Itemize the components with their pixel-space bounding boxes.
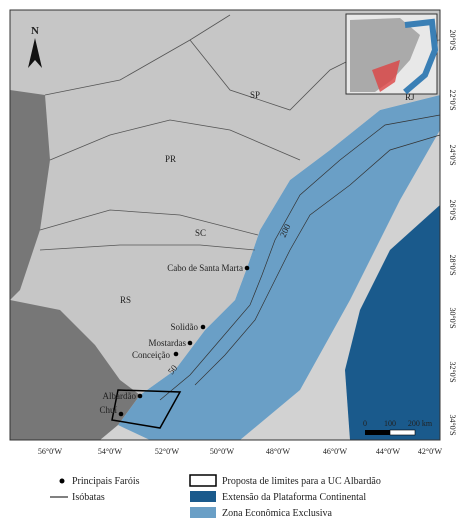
lighthouse xyxy=(137,393,143,399)
extended-shelf xyxy=(345,205,440,440)
longitude-label: 42°0'W xyxy=(418,447,443,456)
longitude-label: 52°0'W xyxy=(155,447,180,456)
legend-label: Principais Faróis xyxy=(72,476,140,487)
scale-label: 200 km xyxy=(408,419,433,428)
scale-label: 0 xyxy=(363,419,367,428)
legend-label: Isóbatas xyxy=(72,492,105,503)
latitude-label: 22°0'S xyxy=(448,89,457,110)
place-label: Mostardas xyxy=(149,338,187,348)
legend: Principais Faróis Isóbatas Proposta de l… xyxy=(50,474,381,519)
state-border xyxy=(39,244,256,251)
legend-label: Extensão da Plataforma Continental xyxy=(222,492,366,503)
inset-eez xyxy=(403,18,439,95)
legend-symbol xyxy=(190,491,216,502)
state-border xyxy=(39,209,259,236)
latitude-label: 34°0'S xyxy=(448,414,457,435)
legend-label: Proposta de limites para a UC Albardão xyxy=(222,476,381,487)
scale-segment xyxy=(365,430,390,435)
north-arrow-shape xyxy=(28,38,42,68)
legend-symbol xyxy=(190,507,216,518)
state-border xyxy=(49,119,301,161)
scale-label: 100 xyxy=(384,419,396,428)
legend-symbol xyxy=(59,478,65,484)
latitude-label: 28°0'S xyxy=(448,254,457,275)
state-border xyxy=(44,14,231,96)
latitude-label: 20°0'S xyxy=(448,29,457,50)
lighthouse xyxy=(244,265,250,271)
north-arrow: N xyxy=(28,25,42,68)
eez xyxy=(118,95,440,440)
state-label: SC xyxy=(195,228,206,238)
latitude-label: 32°0'S xyxy=(448,361,457,382)
neighbor-countries xyxy=(10,90,50,300)
longitude-label: 50°0'W xyxy=(210,447,235,456)
state-label: RS xyxy=(120,295,131,305)
longitude-label: 56°0'W xyxy=(38,447,63,456)
lighthouse xyxy=(118,411,124,417)
place-label: Albardão xyxy=(103,391,137,401)
lighthouse xyxy=(187,340,193,346)
scale-bar: 0 100 200 km xyxy=(363,419,433,436)
isobath-50 xyxy=(159,114,441,401)
latitude-label: 24°0'S xyxy=(448,144,457,165)
map-frame xyxy=(9,9,441,441)
uc-albardao-boundary xyxy=(111,389,182,429)
place-label: Cabo de Santa Marta xyxy=(167,263,243,273)
latitude-label: 30°0'S xyxy=(448,307,457,328)
inset-land xyxy=(350,18,420,92)
scale-segment xyxy=(389,429,416,436)
legend-symbol xyxy=(189,474,217,487)
state-label: PR xyxy=(165,154,176,164)
inset-study-area xyxy=(372,60,400,92)
longitude-label: 46°0'W xyxy=(323,447,348,456)
lighthouses: Cabo de Santa Marta Solidão Mostardas Co… xyxy=(99,263,250,417)
longitude-label: 54°0'W xyxy=(98,447,123,456)
brazil xyxy=(10,10,440,425)
state-label: SP xyxy=(250,90,260,100)
place-label: Conceição xyxy=(132,350,170,360)
latitude-labels: 20°0'S 22°0'S 24°0'S 26°0'S 28°0'S 30°0'S 32°0… xyxy=(448,29,457,435)
longitude-label: 44°0'W xyxy=(376,447,401,456)
longitude-label: 48°0'W xyxy=(266,447,291,456)
north-label: N xyxy=(31,25,39,37)
neighbor-countries xyxy=(10,300,140,440)
isobath-200 xyxy=(194,134,441,386)
inset-map xyxy=(345,13,439,95)
state-label: RJ xyxy=(405,92,415,102)
latitude-label: 26°0'S xyxy=(448,199,457,220)
longitude-labels: 56°0'W 54°0'W 52°0'W 50°0'W 48°0'W 46°0'W 44°0… xyxy=(38,447,443,456)
place-label: Chuí xyxy=(99,405,117,415)
map: N SP RJ PR SC RS Cabo de Santa Marta Sol… xyxy=(9,9,441,441)
lighthouse xyxy=(173,351,179,357)
lighthouse xyxy=(200,324,206,330)
legend-label: Zona Econômica Exclusiva xyxy=(222,508,333,519)
place-label: Solidão xyxy=(170,322,198,332)
